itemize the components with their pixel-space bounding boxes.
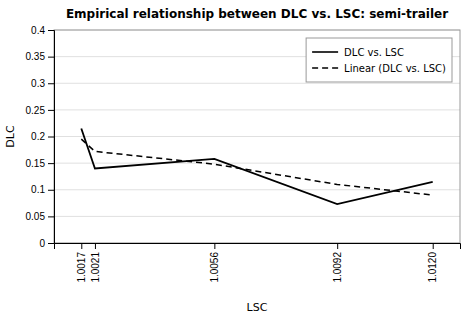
y-tick: 0.4 [31, 25, 54, 36]
x-tick-mark [95, 243, 96, 249]
y-tick-mark [48, 243, 54, 244]
y-tick: 0.35 [26, 51, 54, 62]
y-axis-line [48, 31, 55, 244]
y-tick-label: 0.35 [26, 51, 46, 62]
y-axis: 0 0.05 0.1 0.15 0.2 0.25 0.3 0.35 0.4 [26, 25, 55, 249]
y-tick: 0.25 [26, 105, 54, 116]
x-tick-label: 1.0056 [209, 252, 220, 283]
y-tick-mark [48, 163, 54, 164]
grid [54, 30, 460, 243]
y-tick-mark [48, 216, 54, 217]
grid-line [54, 83, 460, 84]
x-tick-mark [337, 243, 338, 249]
grid-line [54, 136, 460, 137]
grid-line [54, 216, 460, 217]
legend-swatch [312, 51, 338, 53]
x-tick-label: 1.0021 [90, 252, 101, 283]
legend: DLC vs. LSC Linear (DLC vs. LSC) [306, 38, 452, 82]
x-axis: 1.00171.0021 1.0056 1.0092 1.0120 [55, 243, 461, 283]
y-tick-mark [48, 30, 54, 31]
x-axis-line [55, 244, 461, 250]
x-tick: 1.0017 [76, 243, 87, 283]
y-tick: 0.2 [31, 131, 54, 142]
grid-line [54, 109, 460, 110]
series-line [81, 139, 432, 195]
y-tick-mark [48, 137, 54, 138]
grid-line [54, 163, 460, 164]
y-tick: 0.3 [31, 78, 54, 89]
x-tick-label: 1.0092 [332, 252, 343, 283]
y-tick-mark [48, 110, 54, 111]
y-tick-mark [48, 190, 54, 191]
y-tick-label: 0.1 [31, 184, 45, 195]
x-tick-mark [81, 243, 82, 249]
y-tick-label: 0 [39, 238, 45, 249]
y-axis-title: DLC [4, 125, 17, 148]
x-tick-label: 1.0017 [76, 252, 87, 283]
y-tick-mark [48, 57, 54, 58]
y-tick-label: 0.2 [31, 131, 45, 142]
legend-box [306, 38, 452, 82]
y-tick: 0.1 [31, 184, 54, 195]
x-axis-title: LSC [247, 301, 268, 314]
plot: 1.00171.0021 1.0056 1.0092 1.0120 0 0.05 0.1 0.… [26, 25, 461, 283]
legend-label: DLC vs. LSC [344, 47, 404, 58]
x-tick: 1.0120 [427, 243, 438, 283]
x-tick-label: 1.0120 [427, 252, 438, 283]
x-tick: 1.0021 [90, 243, 101, 283]
y-tick-label: 0.4 [31, 25, 45, 36]
x-tick-mark [214, 243, 215, 249]
series-line [81, 129, 432, 205]
plot-frame [54, 30, 460, 243]
y-tick: 0 [39, 238, 54, 249]
y-tick-label: 0.05 [26, 211, 46, 222]
y-tick: 0.05 [26, 211, 54, 222]
chart: 1.00171.0021 1.0056 1.0092 1.0120 0 0.05 0.1 0.… [0, 0, 474, 317]
x-tick-mark [433, 243, 434, 249]
legend-label: Linear (DLC vs. LSC) [344, 63, 446, 74]
x-tick: 1.0056 [209, 243, 220, 283]
series-group [81, 129, 432, 205]
title: Empirical relationship between DLC vs. L… [66, 7, 448, 21]
legend-swatch [312, 67, 338, 69]
y-tick-label: 0.25 [26, 105, 46, 116]
y-tick-label: 0.15 [26, 158, 46, 169]
y-tick: 0.15 [26, 158, 54, 169]
y-tick-label: 0.3 [31, 78, 45, 89]
y-tick-mark [48, 83, 54, 84]
x-tick: 1.0092 [332, 243, 343, 283]
